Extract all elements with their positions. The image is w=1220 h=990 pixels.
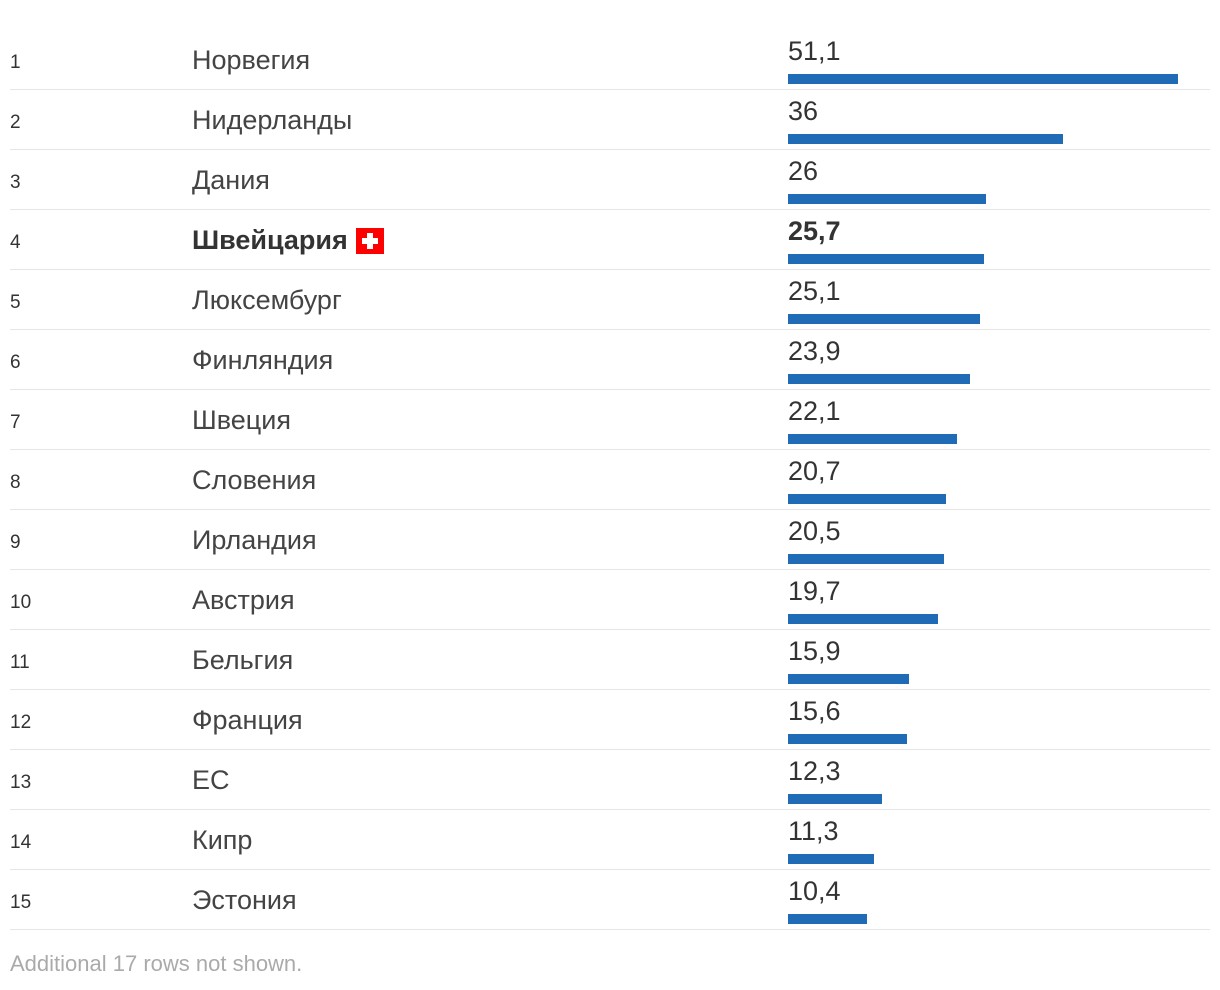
category-text: Кипр [192,825,253,855]
category-text: Финляндия [192,345,334,375]
category-text: Швеция [192,405,291,435]
category-label: Дания [192,165,270,196]
data-label: 51,1 [788,36,841,66]
table-row: 13 ЕС 12,3 [10,750,1210,810]
bar [788,674,909,684]
rank-label: 1 [10,52,21,73]
category-label: ЕС [192,765,230,796]
footer-note: Additional 17 rows not shown. [10,951,303,976]
table-row: 10 Австрия 19,7 [10,570,1210,630]
bar [788,254,984,264]
table-row: 15 Эстония 10,4 [10,870,1210,930]
data-label: 12,3 [788,756,841,786]
rank-label: 12 [10,712,32,733]
category-label: Эстония [192,885,297,916]
category-text: Бельгия [192,645,294,675]
data-label: 15,9 [788,636,841,666]
rank-label: 13 [10,772,32,793]
bar [788,554,944,564]
rank-label: 14 [10,832,32,853]
category-label: Люксембург [192,285,342,316]
table-row: 2 Нидерланды 36 [10,90,1210,150]
data-label: 15,6 [788,696,841,726]
bar [788,374,970,384]
category-label: Швеция [192,405,291,436]
rank-label: 4 [10,232,21,253]
data-label: 23,9 [788,336,841,366]
category-label: Финляндия [192,345,333,376]
category-text: Люксембург [192,285,342,315]
category-text: Франция [192,705,303,735]
category-text: Ирландия [192,525,317,555]
data-label: 36 [788,96,819,126]
table-row: 8 Словения 20,7 [10,450,1210,510]
data-label: 19,7 [788,576,841,606]
rank-label: 11 [10,652,30,673]
category-label: Швейцария [192,225,384,256]
category-label: Словения [192,465,316,496]
category-label: Франция [192,705,303,736]
category-label: Бельгия [192,645,293,676]
rank-label: 8 [10,472,21,493]
table-row: 1 Норвегия 51,1 [10,30,1210,90]
table-row: 3 Дания 26 [10,150,1210,210]
table-row: 6 Финляндия 23,9 [10,330,1210,390]
bar [788,434,957,444]
category-label: Кипр [192,825,252,856]
rank-label: 6 [10,352,21,373]
table-row: 12 Франция 15,6 [10,690,1210,750]
bar [788,74,1178,84]
rank-label: 9 [10,532,21,553]
category-label: Австрия [192,585,295,616]
data-label: 11,3 [788,816,839,846]
category-label: Ирландия [192,525,317,556]
data-label: 25,7 [788,216,841,246]
category-text: Нидерланды [192,105,353,135]
data-label: 20,7 [788,456,841,486]
table-row: 14 Кипр 11,3 [10,810,1210,870]
bar [788,854,874,864]
data-label: 22,1 [788,396,841,426]
swiss-flag-icon [355,227,384,254]
table-row: 4 Швейцария 25,7 [10,210,1210,270]
table-row: 11 Бельгия 15,9 [10,630,1210,690]
category-text: Словения [192,465,317,495]
bar-chart: 1 Норвегия 51,1 2 Нидерланды 36 3 Дания 26 4 Швейц… [10,30,1210,930]
rank-label: 2 [10,112,21,133]
category-text: Дания [192,165,270,195]
category-text: Эстония [192,885,297,915]
rank-label: 3 [10,172,21,193]
bar [788,914,867,924]
data-label: 20,5 [788,516,841,546]
bar [788,794,882,804]
category-label: Нидерланды [192,105,352,136]
table-row: 5 Люксембург 25,1 [10,270,1210,330]
bar [788,314,980,324]
rank-label: 10 [10,592,32,613]
table-row: 9 Ирландия 20,5 [10,510,1210,570]
bar [788,614,938,624]
table-row: 7 Швеция 22,1 [10,390,1210,450]
data-label: 10,4 [788,876,841,906]
rank-label: 7 [10,412,21,433]
category-text: Австрия [192,585,295,615]
category-label: Норвегия [192,45,310,76]
category-text: Норвегия [192,45,311,75]
category-text: Швейцария [192,225,348,255]
bar [788,734,907,744]
data-label: 26 [788,156,819,186]
data-label: 25,1 [788,276,841,306]
bar [788,194,986,204]
rank-label: 5 [10,292,21,313]
bar [788,134,1063,144]
category-text: ЕС [192,765,230,795]
bar [788,494,946,504]
rank-label: 15 [10,892,32,913]
